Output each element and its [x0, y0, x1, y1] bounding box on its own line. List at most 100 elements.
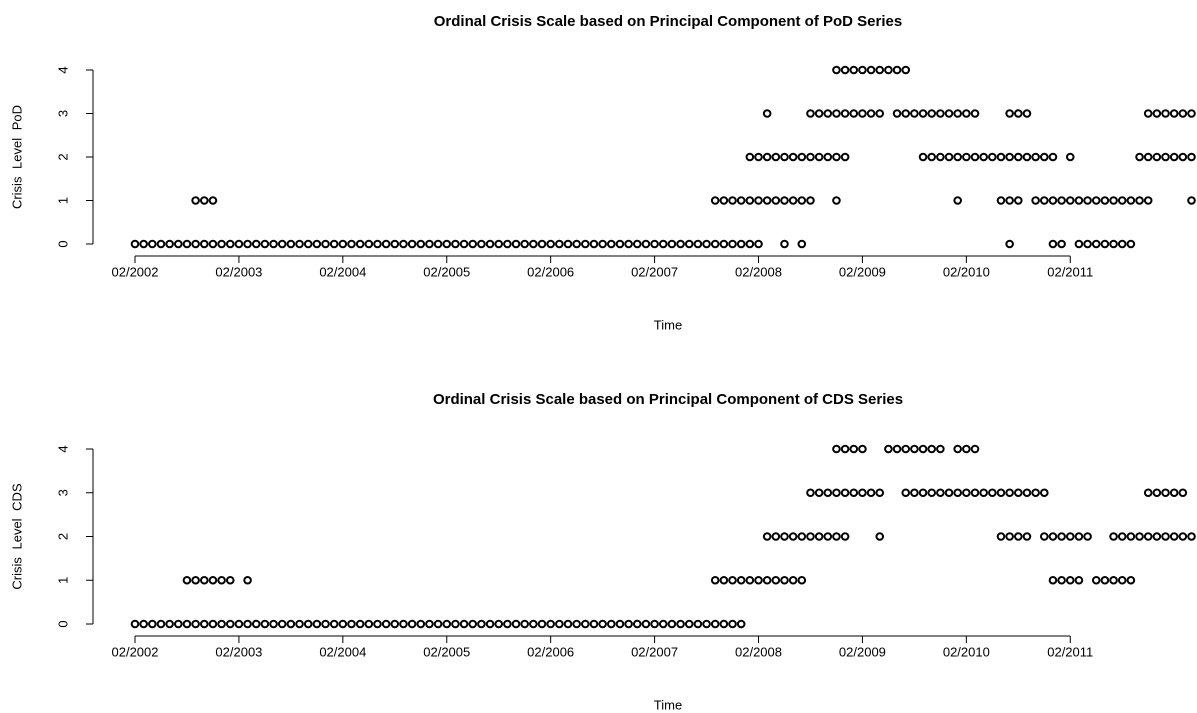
point [944, 488, 954, 498]
point [875, 65, 885, 75]
point [728, 619, 737, 629]
point [996, 152, 1006, 162]
point [425, 239, 434, 249]
point [433, 239, 443, 249]
x-tick-label: 02/2011 [1047, 264, 1093, 279]
point [165, 239, 174, 249]
point [1169, 152, 1179, 162]
point [468, 619, 478, 629]
point [719, 196, 729, 205]
point [390, 239, 400, 249]
point [780, 239, 789, 249]
point [589, 239, 599, 249]
point [667, 619, 677, 629]
point [355, 619, 365, 629]
point [277, 619, 287, 629]
point [884, 65, 893, 75]
point [1005, 239, 1014, 249]
point [373, 239, 382, 249]
point [702, 619, 711, 629]
point [979, 488, 988, 498]
point [866, 65, 876, 75]
point [355, 239, 365, 249]
point [1014, 196, 1023, 205]
point [892, 65, 902, 75]
point [970, 152, 980, 162]
point [347, 619, 356, 629]
x-tick-label: 02/2002 [112, 644, 159, 659]
point [988, 488, 997, 498]
point [1065, 196, 1075, 205]
point [373, 619, 382, 629]
point [399, 239, 408, 249]
x-tick-label: 02/2002 [112, 264, 159, 279]
point [511, 619, 521, 629]
point [1022, 152, 1032, 162]
point [719, 575, 729, 585]
point [849, 109, 859, 118]
x-axis-label: Time [654, 697, 682, 712]
point [1169, 488, 1179, 498]
point [970, 444, 980, 454]
point [936, 444, 945, 454]
point [866, 109, 876, 118]
point [260, 619, 270, 629]
point [182, 619, 192, 629]
point [650, 619, 659, 629]
point [130, 619, 140, 629]
point [736, 619, 746, 629]
point [1014, 532, 1023, 541]
point [303, 239, 313, 249]
point [1048, 575, 1058, 585]
point [624, 619, 633, 629]
point [962, 109, 971, 118]
point [979, 152, 988, 162]
point [962, 444, 971, 454]
point [806, 152, 815, 162]
point [728, 239, 737, 249]
point [788, 532, 798, 541]
point [996, 196, 1006, 205]
point [962, 488, 971, 498]
point [1126, 239, 1136, 249]
y-tick-label: 2 [55, 153, 70, 160]
point [918, 109, 928, 118]
point [953, 152, 962, 162]
point [918, 152, 928, 162]
point [823, 109, 833, 118]
point [892, 109, 902, 118]
point [329, 619, 339, 629]
point [589, 619, 599, 629]
point [728, 196, 737, 205]
point [1048, 239, 1058, 249]
point [1048, 152, 1058, 162]
point [563, 239, 573, 249]
point [1005, 152, 1014, 162]
point [927, 488, 937, 498]
point [529, 239, 538, 249]
y-tick-label: 1 [55, 197, 70, 204]
point [641, 619, 651, 629]
point [944, 152, 954, 162]
point [788, 575, 798, 585]
point [745, 239, 755, 249]
y-tick-label: 0 [55, 240, 70, 247]
point [875, 532, 885, 541]
x-tick-label: 02/2008 [735, 264, 782, 279]
point [658, 619, 668, 629]
point [529, 619, 538, 629]
point [1100, 239, 1110, 249]
point [442, 619, 452, 629]
x-tick-label: 02/2007 [631, 264, 678, 279]
point [433, 619, 443, 629]
point [208, 239, 218, 249]
point [693, 619, 703, 629]
point [1022, 532, 1032, 541]
chart-title: Ordinal Crisis Scale based on Principal … [434, 13, 902, 30]
point [936, 488, 945, 498]
point [624, 239, 633, 249]
point [1117, 532, 1127, 541]
point [407, 239, 417, 249]
point [1014, 152, 1023, 162]
